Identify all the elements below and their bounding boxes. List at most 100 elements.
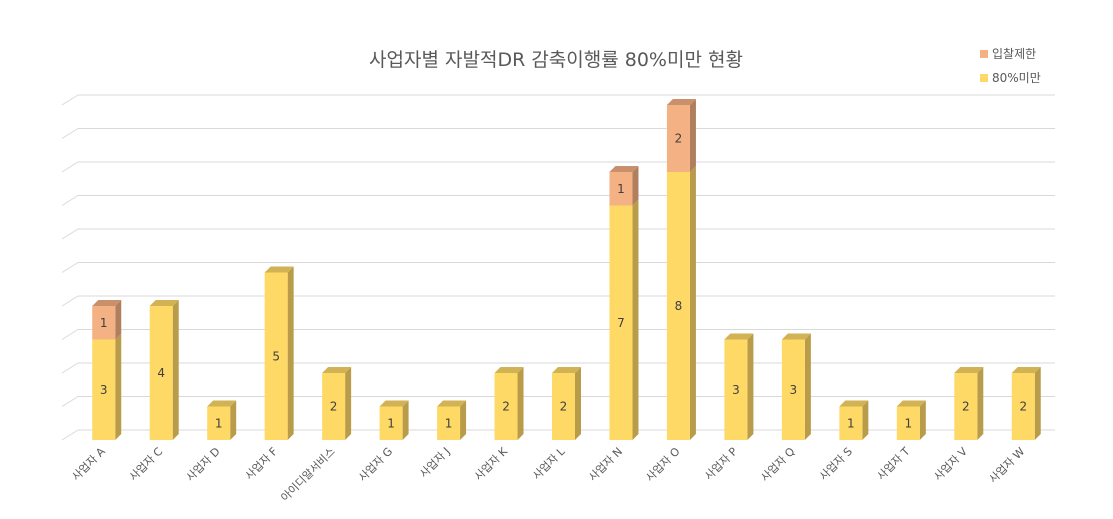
data-label: 4 (157, 366, 165, 380)
bar-segment (1011, 373, 1035, 440)
x-tick-label: 사업자 G (356, 445, 395, 484)
x-tick-label: 사업자 L (530, 444, 568, 482)
bar-side (172, 300, 179, 440)
bar-segment (954, 373, 978, 440)
bar-segment (724, 339, 748, 440)
bar-top (724, 333, 754, 340)
x-tick-label: 사업자 O (643, 445, 682, 484)
bar-top (781, 333, 811, 340)
bar-top (896, 400, 926, 407)
bar-top (954, 367, 984, 373)
bar-top (437, 400, 467, 407)
data-label: 3 (790, 383, 798, 397)
gridline-diagonal (61, 329, 79, 340)
data-label: 2 (1019, 400, 1027, 414)
x-tick-label: 사업자 N (586, 445, 625, 484)
bar-side (632, 166, 639, 206)
bar-top (609, 166, 639, 172)
x-tick-label: 사업자 W (987, 445, 1028, 486)
gridline-diagonal (61, 128, 79, 139)
bar-side (1034, 367, 1041, 440)
data-label: 8 (675, 299, 683, 313)
x-tick-label: 사업자 J (417, 445, 452, 480)
bar-segment (552, 373, 575, 440)
bar-side (460, 400, 467, 440)
bar-side (862, 400, 869, 440)
bar-segment (609, 172, 633, 206)
bar-side (919, 400, 926, 440)
bar-side (115, 333, 122, 440)
bar-top (207, 400, 237, 407)
bar-segment (666, 172, 690, 440)
x-tick-label: 사업자 T (875, 445, 913, 483)
bar-top (264, 266, 294, 273)
bar-side (575, 367, 581, 440)
bar-segment (149, 306, 173, 440)
bar-side (747, 333, 754, 440)
data-label: 1 (445, 416, 453, 430)
data-label: 2 (330, 400, 338, 414)
x-tick-label: 사업자 V (931, 445, 970, 484)
bar-top (379, 400, 409, 407)
bar-side (345, 367, 352, 440)
bar-top (92, 300, 122, 306)
bar-segment (207, 406, 231, 440)
bar-segment (896, 406, 920, 440)
data-label: 1 (847, 416, 855, 430)
data-label: 1 (100, 316, 108, 330)
data-label: 1 (215, 416, 223, 430)
x-tick-label: 사업자 P (702, 445, 740, 483)
gridline-diagonal (61, 429, 79, 441)
data-label: 2 (502, 400, 510, 414)
bar-segment (666, 105, 690, 172)
bar-side (977, 367, 984, 440)
bar-top (552, 367, 581, 373)
bar-top (666, 99, 696, 105)
bar-segment (609, 205, 633, 440)
x-tick-label: 사업자 A (69, 445, 108, 484)
x-tick-label: 아이디알서비스 (278, 444, 338, 504)
bar-side (115, 300, 122, 340)
gridline-diagonal (61, 161, 79, 173)
bar-side (689, 166, 696, 440)
bars (92, 99, 1041, 440)
bar-side (517, 367, 524, 440)
gridline-diagonal (61, 295, 79, 307)
bar-segment (322, 373, 346, 440)
data-label: 2 (675, 132, 683, 146)
x-tick-label: 사업자 F (243, 445, 281, 483)
data-label: 1 (905, 416, 913, 430)
bar-side (632, 199, 639, 440)
gridline-diagonal (61, 228, 79, 240)
bar-side (402, 400, 409, 440)
x-tick-label: 사업자 D (184, 445, 223, 484)
legend-label-bid-restriction: 입찰제한 (992, 47, 1036, 61)
x-tick-label: 사업자 C (127, 445, 166, 484)
bar-segment (92, 339, 116, 440)
bar-segment (839, 406, 863, 440)
bar-side (287, 266, 294, 440)
x-tick-label: 사업자 Q (758, 445, 797, 484)
bar-side (689, 99, 696, 172)
legend-swatch-under-80 (980, 74, 988, 82)
legend: 입찰제한 80%미만 (980, 47, 1041, 85)
gridline-diagonal (61, 396, 79, 407)
gridline-diagonal (61, 94, 79, 106)
bar-top (322, 367, 352, 373)
chart-title: 사업자별 자발적DR 감축이행률 80%미만 현황 (369, 49, 743, 71)
data-label: 2 (962, 400, 970, 414)
data-label: 5 (272, 349, 280, 363)
data-label: 1 (387, 416, 395, 430)
x-tick-label: 사업자 K (472, 444, 511, 483)
data-label: 2 (560, 400, 568, 414)
bar-segment (437, 406, 461, 440)
bar-top (1011, 367, 1041, 373)
bar-segment (494, 373, 518, 440)
data-label: 3 (732, 383, 740, 397)
bar-segment (781, 339, 805, 440)
data-label: 7 (617, 316, 625, 330)
legend-swatch-bid-restriction (980, 50, 988, 58)
gridlines (61, 94, 1055, 441)
